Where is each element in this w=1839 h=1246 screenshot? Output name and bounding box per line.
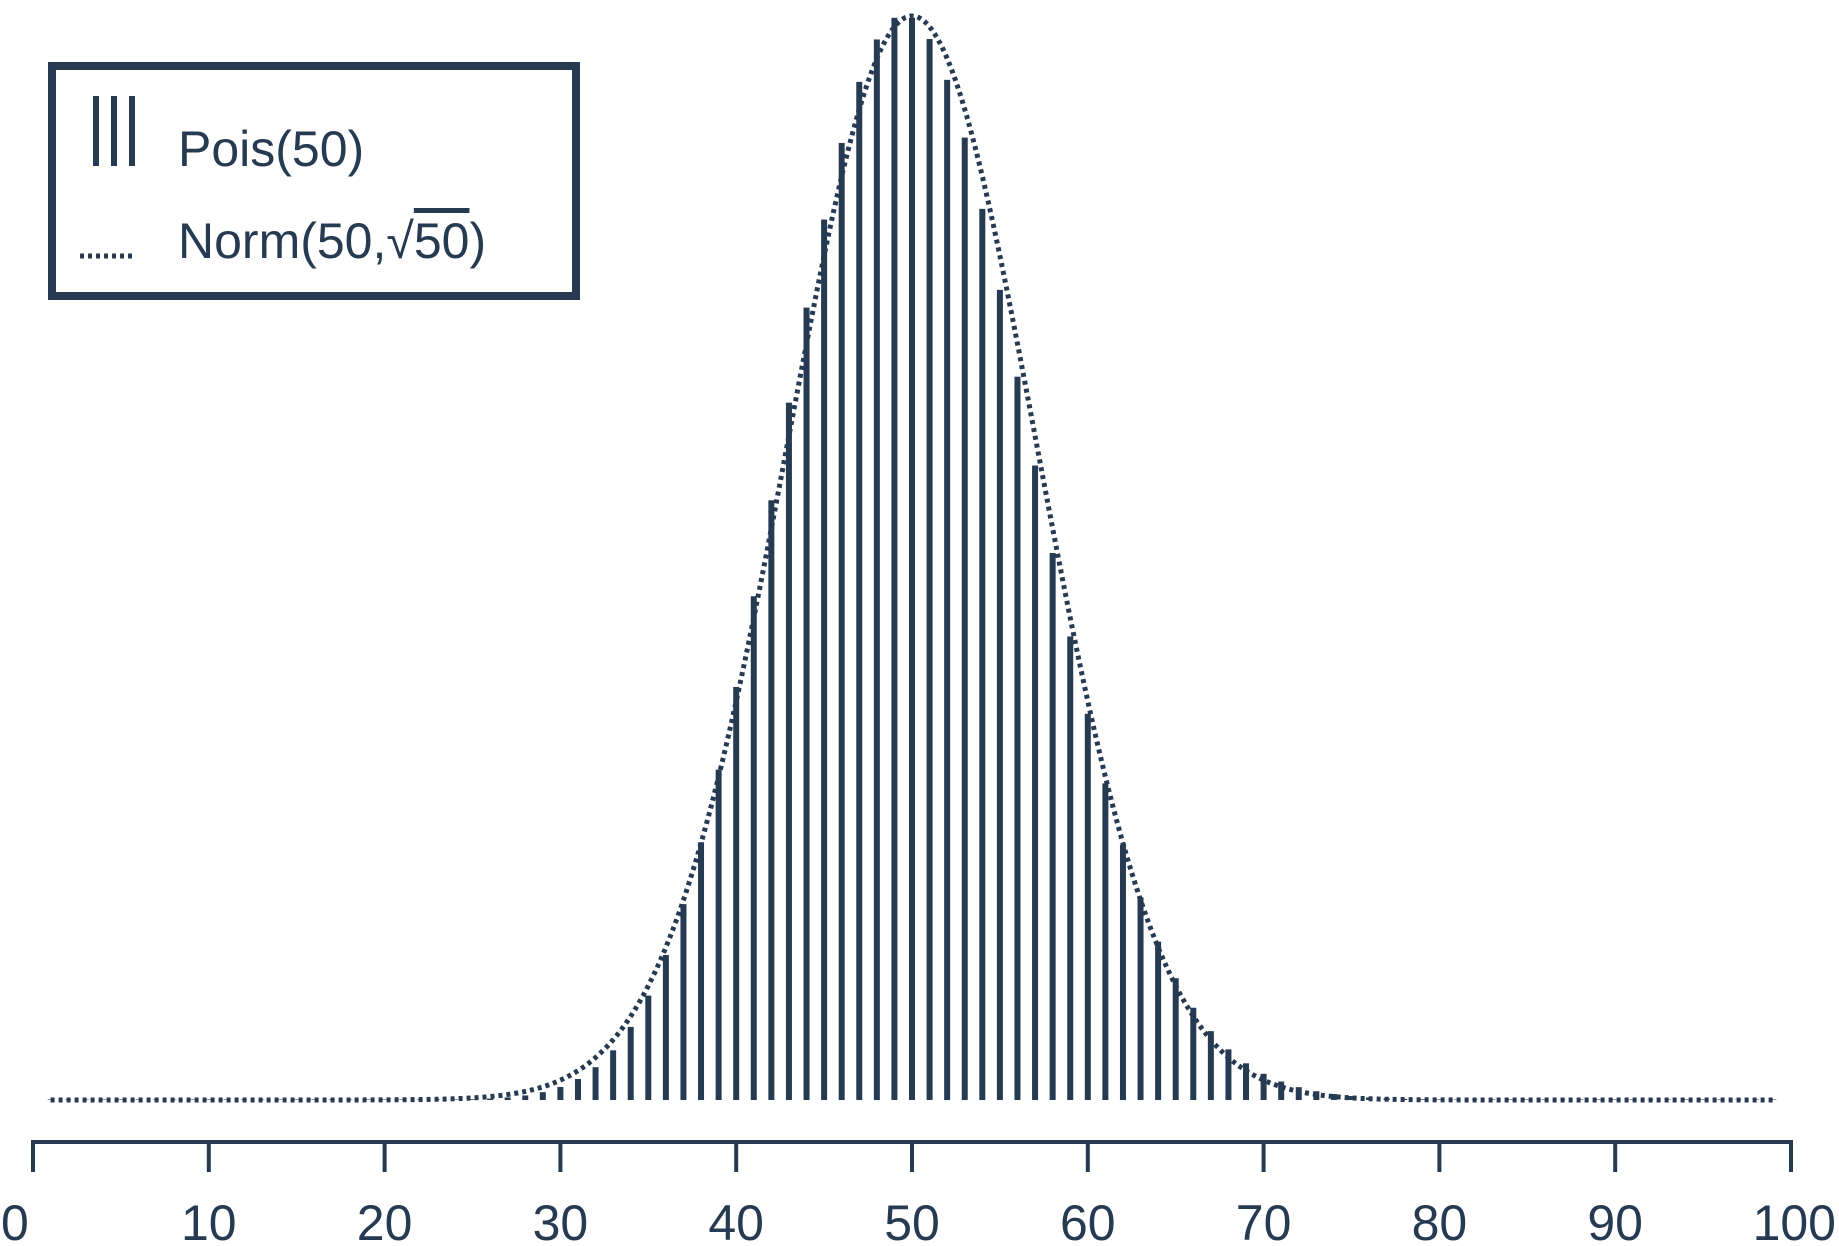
- pois-bar-9: [188, 1099, 195, 1100]
- pois-bar-84: [1506, 1099, 1513, 1100]
- pois-bar-47: [856, 81, 863, 1100]
- pois-bar-19: [364, 1099, 371, 1100]
- pois-bar-94: [1682, 1099, 1689, 1100]
- x-axis: 0 10 20 30 40 50 60 70 80 90 100: [1, 1140, 1836, 1246]
- pois-bar-54: [979, 208, 986, 1101]
- pois-bar-40: [733, 686, 740, 1100]
- pois-bar-74: [1330, 1094, 1337, 1100]
- legend-label-norm-root-sign: √: [386, 213, 414, 269]
- x-tick-label-50: 50: [884, 1195, 940, 1246]
- pois-bar-61: [1102, 783, 1109, 1100]
- pois-bar-30: [557, 1086, 564, 1100]
- pois-bar-37: [680, 904, 687, 1100]
- pois-bar-99: [1770, 1099, 1777, 1100]
- pois-bar-44: [803, 307, 810, 1100]
- pois-bar-38: [698, 842, 705, 1100]
- x-tick-label-20: 20: [357, 1195, 413, 1246]
- pois-bar-80: [1436, 1099, 1443, 1100]
- pois-bar-32: [592, 1067, 599, 1100]
- pois-bar-95: [1700, 1099, 1707, 1100]
- pois-bar-55: [996, 289, 1003, 1100]
- pois-bar-11: [223, 1099, 230, 1100]
- pois-bar-39: [715, 769, 722, 1100]
- x-tick-label-60: 60: [1060, 1195, 1116, 1246]
- pois-bar-35: [645, 995, 652, 1100]
- pois-bar-69: [1243, 1063, 1250, 1100]
- pois-bar-45: [821, 219, 828, 1101]
- pois-bar-63: [1137, 897, 1144, 1100]
- pois-bar-68: [1225, 1049, 1232, 1100]
- legend-label-norm-root: 50: [414, 213, 470, 269]
- pois-bar-15: [293, 1099, 300, 1100]
- pois-bar-31: [574, 1079, 581, 1100]
- pois-bar-43: [785, 402, 792, 1100]
- pois-bar-33: [610, 1050, 617, 1100]
- pois-bar-89: [1594, 1099, 1601, 1100]
- pois-bar-70: [1260, 1073, 1267, 1100]
- pois-bar-16: [311, 1099, 318, 1100]
- pois-bar-10: [205, 1099, 212, 1100]
- pois-bar-46: [838, 142, 845, 1100]
- pois-bar-90: [1612, 1099, 1619, 1100]
- pois-bar-65: [1172, 978, 1179, 1100]
- pois-bar-28: [522, 1095, 529, 1100]
- pois-bar-25: [469, 1099, 476, 1100]
- pois-bar-29: [539, 1092, 546, 1100]
- pois-bar-6: [135, 1099, 142, 1100]
- pois-bar-64: [1155, 941, 1162, 1100]
- legend-label-norm-suffix: ): [469, 213, 486, 269]
- x-tick-label-80: 80: [1412, 1195, 1468, 1246]
- pois-bar-71: [1278, 1081, 1285, 1100]
- pois-bar-52: [944, 79, 951, 1100]
- pois-bar-85: [1524, 1099, 1531, 1100]
- pois-bar-20: [381, 1099, 388, 1100]
- pois-bar-66: [1190, 1007, 1197, 1100]
- x-tick-label-0: 0: [1, 1195, 29, 1246]
- x-tick-label-30: 30: [533, 1195, 589, 1246]
- legend-bars-symbol: [93, 96, 135, 166]
- legend: Pois(50) Norm(50,√50): [48, 62, 580, 300]
- pois-bar-59: [1067, 636, 1074, 1100]
- x-tick-label-40: 40: [708, 1195, 764, 1246]
- pois-bar-60: [1084, 713, 1091, 1100]
- pois-bar-67: [1207, 1031, 1214, 1100]
- pois-bar-21: [399, 1099, 406, 1100]
- pois-bar-4: [100, 1099, 107, 1100]
- legend-bar-mark-2: [111, 96, 117, 166]
- pois-bar-51: [926, 39, 933, 1101]
- pois-bar-79: [1418, 1099, 1425, 1100]
- legend-label-norm: Norm(50,√50): [178, 213, 486, 269]
- pois-bar-53: [961, 137, 968, 1101]
- pois-bar-56: [1014, 376, 1021, 1100]
- pois-bar-14: [276, 1099, 283, 1100]
- pois-bar-34: [627, 1026, 634, 1100]
- pois-bar-62: [1119, 844, 1126, 1100]
- pois-bar-75: [1348, 1096, 1355, 1100]
- legend-box: [48, 62, 580, 300]
- x-tick-label-100: 100: [1753, 1195, 1836, 1246]
- pois-bar-36: [662, 955, 669, 1100]
- pois-bar-41: [750, 596, 757, 1100]
- legend-bar-mark-3: [129, 96, 135, 166]
- normal-curve: [50, 13, 1774, 1103]
- legend-label-pois: Pois(50): [178, 121, 364, 177]
- pois-bar-57: [1032, 465, 1039, 1100]
- x-tick-label-10: 10: [181, 1195, 237, 1246]
- legend-label-norm-prefix: Norm(50,: [178, 213, 386, 269]
- pois-bars: [47, 17, 1777, 1101]
- pois-bar-42: [768, 500, 775, 1100]
- pois-bar-48: [873, 39, 880, 1100]
- pois-bar-24: [451, 1099, 458, 1100]
- pois-bar-26: [487, 1098, 494, 1100]
- x-tick-label-70: 70: [1236, 1195, 1292, 1246]
- pois-bar-5: [117, 1099, 124, 1100]
- pois-bar-27: [504, 1097, 511, 1100]
- legend-bar-mark-1: [93, 96, 99, 166]
- pois-bar-50: [909, 17, 915, 1100]
- pois-bar-58: [1049, 553, 1056, 1100]
- pois-bar-49: [891, 17, 898, 1100]
- x-tick-label-90: 90: [1587, 1195, 1643, 1246]
